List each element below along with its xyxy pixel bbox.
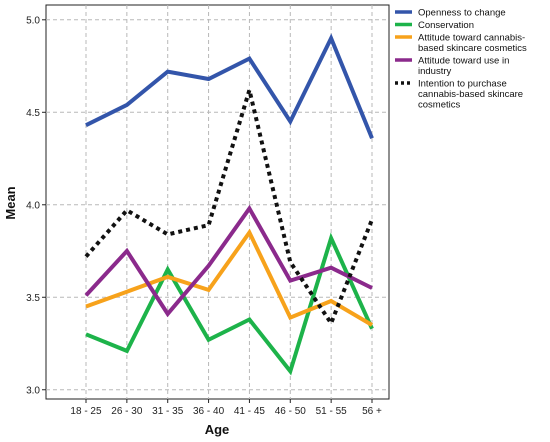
x-tick-label: 41 - 45 xyxy=(234,406,266,417)
y-axis-ticks: 3.0 3.5 4.0 4.5 5.0 xyxy=(26,15,46,396)
legend-label: Attitude toward use in xyxy=(418,56,509,67)
x-tick-label: 36 - 40 xyxy=(193,406,225,417)
legend-label: cosmetics xyxy=(418,100,460,111)
legend-label: Attitude toward cannabis- xyxy=(418,33,525,44)
y-tick-label: 3.0 xyxy=(26,385,40,396)
legend-label: industry xyxy=(418,66,452,77)
y-tick-label: 4.0 xyxy=(26,200,40,211)
grid xyxy=(46,5,389,399)
y-axis-title: Mean xyxy=(3,186,18,219)
series-line-2 xyxy=(85,228,374,327)
y-tick-label: 5.0 xyxy=(26,15,40,26)
series-line-0 xyxy=(85,33,374,139)
y-tick-label: 3.5 xyxy=(26,293,40,304)
x-tick-label: 26 - 30 xyxy=(111,406,143,417)
legend-label: cannabis-based skincare xyxy=(418,89,523,100)
legend-label: based skincare cosmetics xyxy=(418,43,527,54)
x-tick-label: 31 - 35 xyxy=(152,406,184,417)
legend-label: Intention to purchase xyxy=(418,79,507,90)
series-line-4 xyxy=(84,82,374,328)
x-tick-label: 18 - 25 xyxy=(70,406,102,417)
x-tick-label: 51 - 55 xyxy=(316,406,348,417)
x-axis-ticks: 18 - 25 26 - 30 31 - 35 36 - 40 41 - 45 46 - … xyxy=(70,399,382,417)
legend-label: Openness to change xyxy=(418,8,506,19)
series-lines xyxy=(84,33,374,376)
x-tick-label: 46 - 50 xyxy=(275,406,307,417)
legend-label: Conservation xyxy=(418,20,474,31)
series-line-1 xyxy=(85,232,374,376)
x-axis-title: Age xyxy=(205,422,230,437)
y-tick-label: 4.5 xyxy=(26,108,40,119)
x-tick-label: 56 + xyxy=(362,406,382,417)
series-line-3 xyxy=(84,204,373,318)
